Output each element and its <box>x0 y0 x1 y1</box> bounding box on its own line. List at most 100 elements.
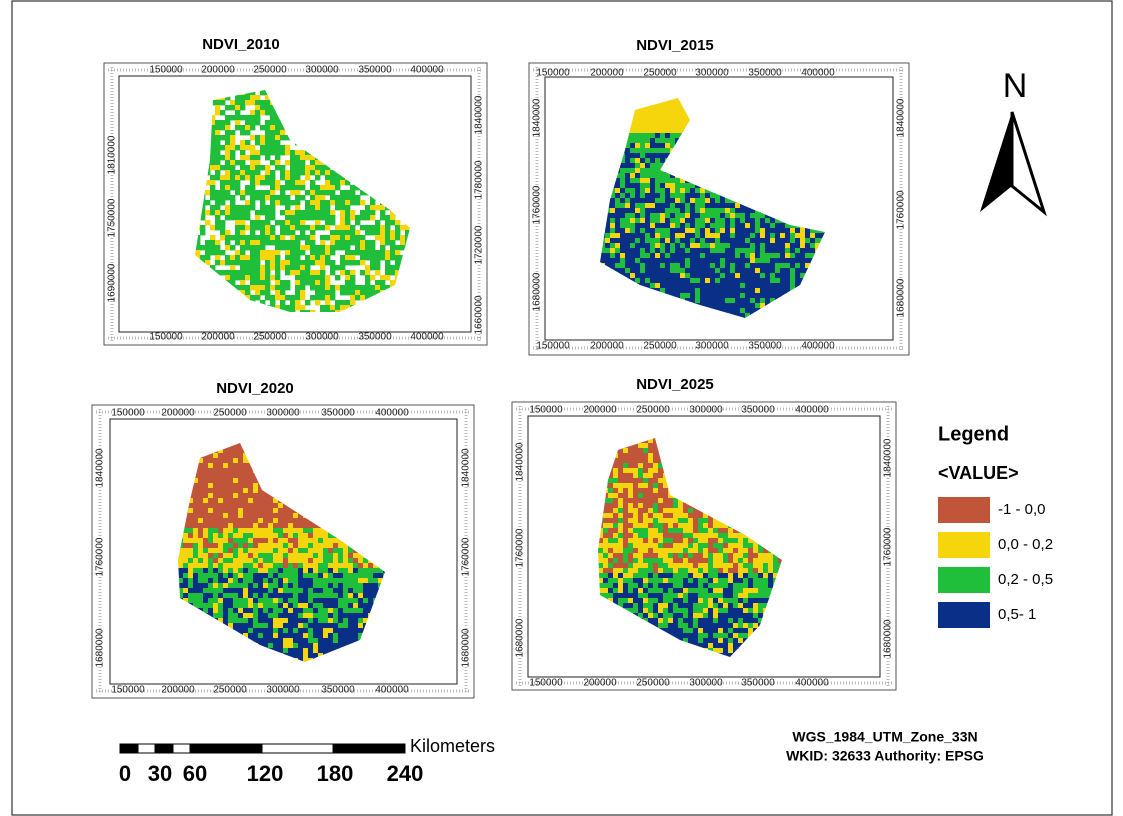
raster-cell <box>690 188 695 193</box>
raster-cell <box>285 145 290 150</box>
raster-cell <box>770 228 775 233</box>
raster-cell <box>330 245 335 250</box>
raster-cell <box>645 253 650 258</box>
raster-cell <box>760 298 765 303</box>
raster-cell <box>240 175 245 180</box>
raster-cell <box>695 273 700 278</box>
raster-cell <box>293 598 298 603</box>
raster-cell <box>665 183 670 188</box>
raster-cell <box>750 273 755 278</box>
raster-cell <box>318 548 323 553</box>
raster-cell <box>348 573 353 578</box>
raster-cell <box>228 573 233 578</box>
raster-cell <box>275 260 280 265</box>
raster-cell <box>785 263 790 268</box>
raster-cell <box>685 283 690 288</box>
raster-cell <box>250 145 255 150</box>
raster-cell <box>370 215 375 220</box>
raster-cell <box>288 603 293 608</box>
raster-cell <box>255 245 260 250</box>
raster-cell <box>655 263 660 268</box>
raster-cell <box>660 193 665 198</box>
raster-cell <box>735 308 740 313</box>
raster-cell <box>285 210 290 215</box>
raster-cell <box>695 213 700 218</box>
raster-cell <box>210 195 215 200</box>
raster-cell <box>610 243 615 248</box>
raster-cell <box>263 508 268 513</box>
raster-cell <box>685 193 690 198</box>
raster-cell <box>340 220 345 225</box>
raster-cell <box>645 268 650 273</box>
raster-cell <box>303 593 308 598</box>
raster-cell <box>290 165 295 170</box>
raster-cell <box>665 143 670 148</box>
raster-cell <box>285 270 290 275</box>
raster-cell <box>225 185 230 190</box>
raster-cell <box>800 243 805 248</box>
raster-cell <box>218 483 223 488</box>
raster-cell <box>790 278 795 283</box>
raster-cell <box>675 128 680 133</box>
raster-cell <box>253 533 258 538</box>
raster-cell <box>243 548 248 553</box>
raster-cell <box>240 150 245 155</box>
raster-cell <box>695 298 700 303</box>
raster-cell <box>375 255 380 260</box>
raster-cell <box>280 225 285 230</box>
raster-cell <box>380 240 385 245</box>
raster-cell <box>235 105 240 110</box>
y-tick-label: 1760000 <box>95 537 106 576</box>
raster-cell <box>310 205 315 210</box>
raster-cell <box>675 208 680 213</box>
raster-cell <box>203 528 208 533</box>
raster-cell <box>705 213 710 218</box>
raster-cell <box>255 250 260 255</box>
raster-cell <box>235 100 240 105</box>
raster-cell <box>365 285 370 290</box>
raster-cell <box>253 508 258 513</box>
raster-cell <box>350 240 355 245</box>
raster-cell <box>375 265 380 270</box>
raster-cell <box>635 113 640 118</box>
raster-cell <box>218 503 223 508</box>
raster-cell <box>305 255 310 260</box>
raster-cell <box>325 280 330 285</box>
raster-cell <box>760 273 765 278</box>
raster-cell <box>358 593 363 598</box>
raster-cell <box>323 558 328 563</box>
raster-cell <box>665 283 670 288</box>
raster-cell <box>353 598 358 603</box>
raster-cell <box>345 230 350 235</box>
raster-cell <box>303 608 308 613</box>
raster-cell <box>205 240 210 245</box>
raster-cell <box>193 538 198 543</box>
raster-cell <box>198 473 203 478</box>
raster-cell <box>300 170 305 175</box>
raster-cell <box>303 553 308 558</box>
raster-cell <box>203 553 208 558</box>
raster-cell <box>755 283 760 288</box>
raster-cell <box>645 233 650 238</box>
raster-cell <box>655 158 660 163</box>
raster-cell <box>253 538 258 543</box>
raster-cell <box>680 268 685 273</box>
raster-cell <box>333 593 338 598</box>
raster-cell <box>233 498 238 503</box>
raster-cell <box>198 488 203 493</box>
raster-cell <box>260 110 265 115</box>
raster-cell <box>385 255 390 260</box>
raster-cell <box>255 175 260 180</box>
raster-cell <box>330 210 335 215</box>
raster-cell <box>240 165 245 170</box>
raster-cell <box>685 208 690 213</box>
raster-cell <box>250 155 255 160</box>
raster-cell <box>735 288 740 293</box>
raster-cell <box>625 183 630 188</box>
raster-cell <box>233 558 238 563</box>
raster-cell <box>620 208 625 213</box>
raster-cell <box>193 558 198 563</box>
raster-cell <box>335 205 340 210</box>
raster-cell <box>300 155 305 160</box>
raster-cell <box>705 258 710 263</box>
